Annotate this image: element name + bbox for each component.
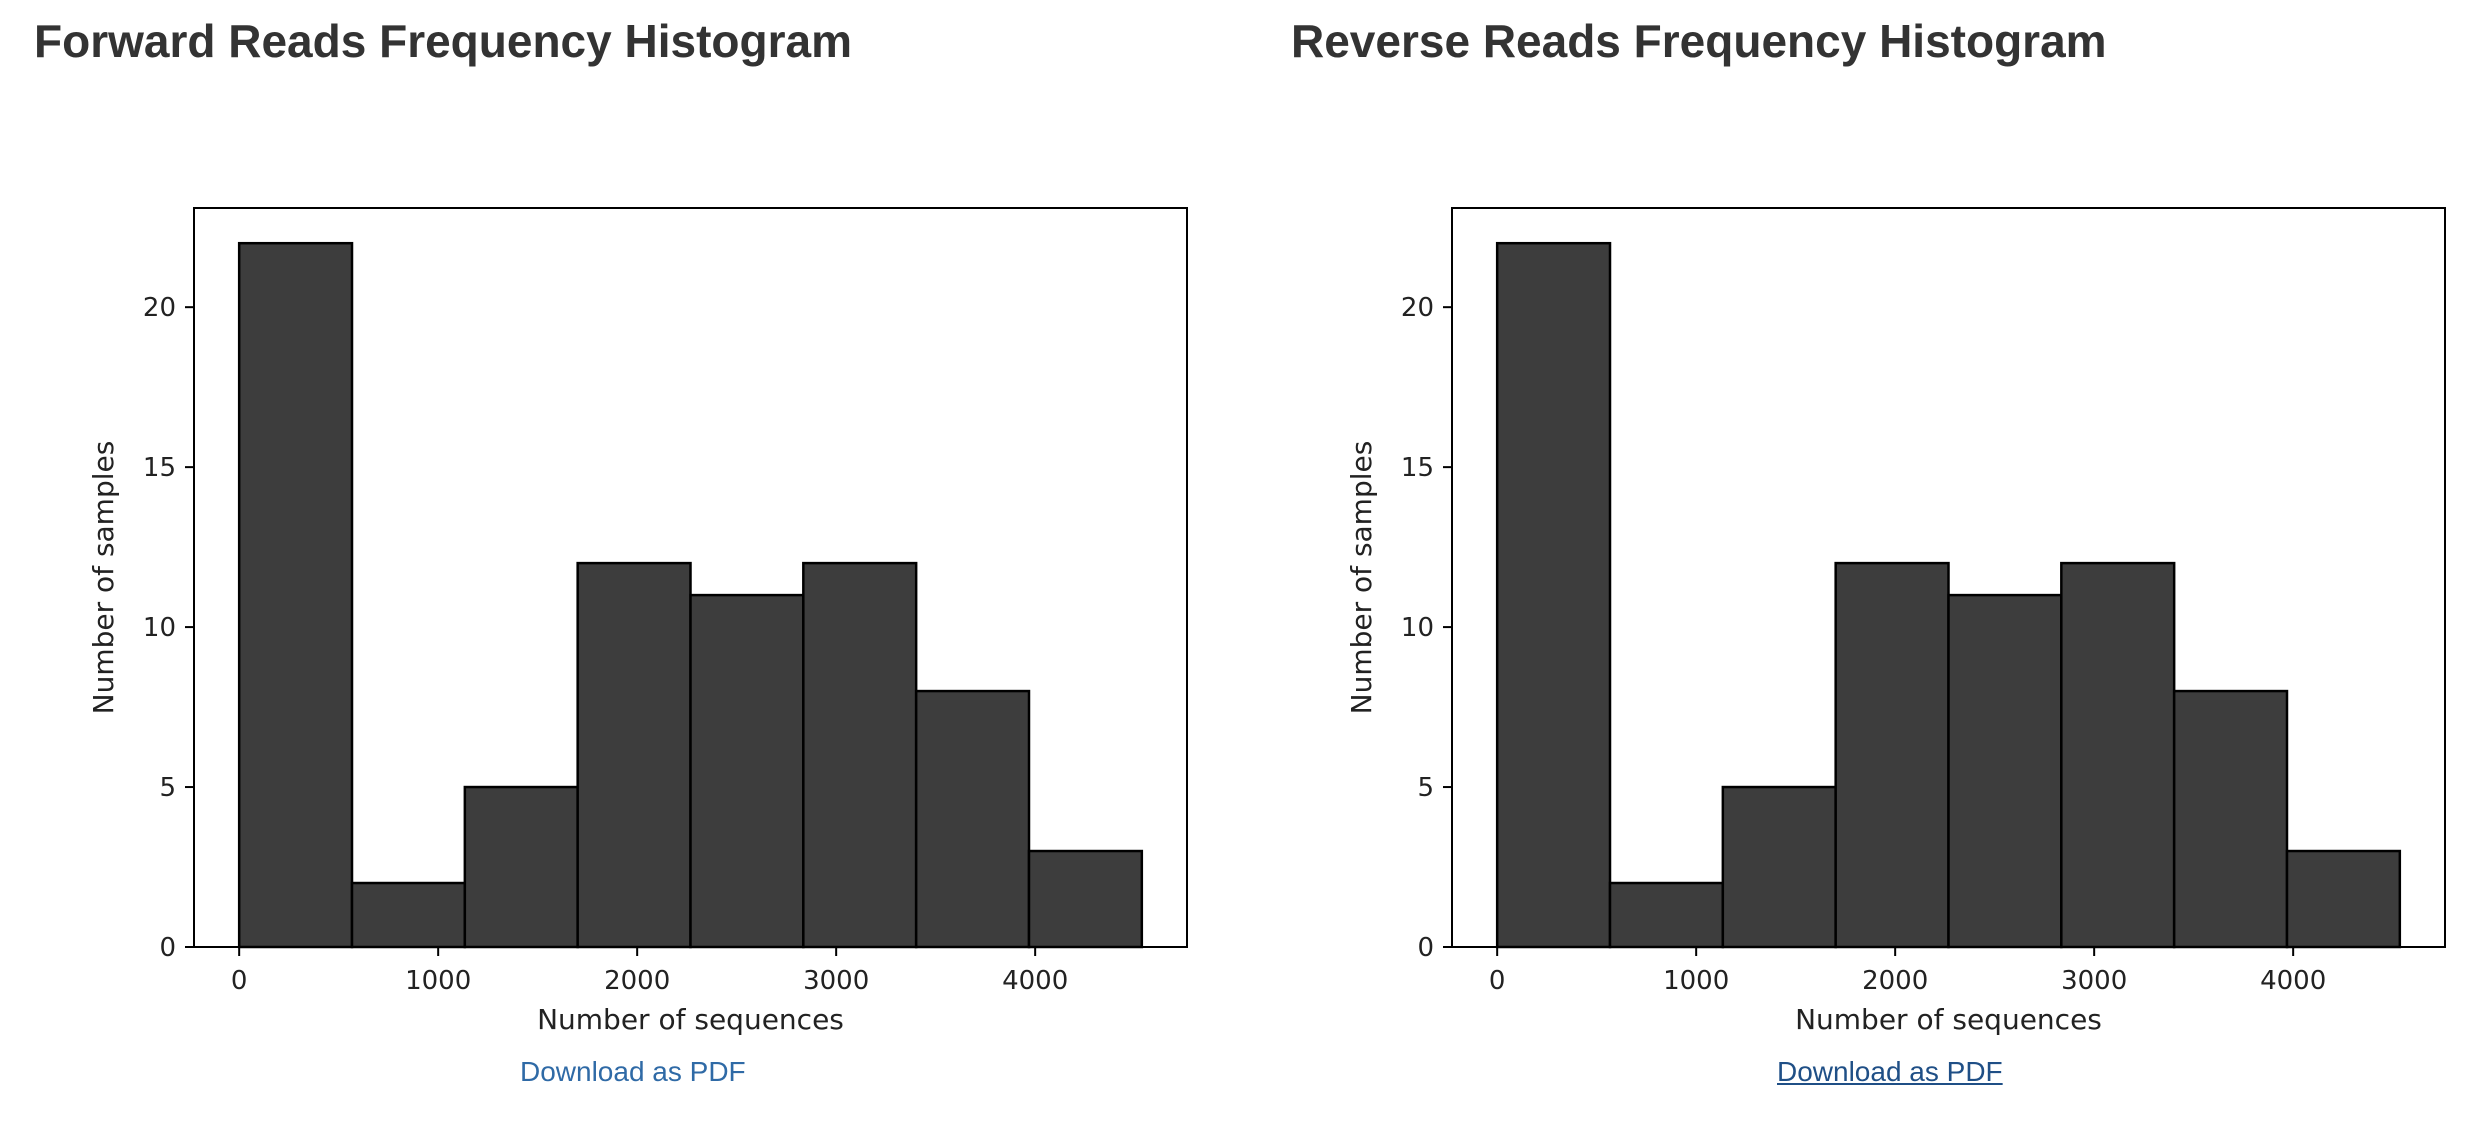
panel-title: Reverse Reads Frequency Histogram [1291, 15, 2107, 67]
plot-frame [193, 207, 1188, 948]
histogram-bar [350, 881, 467, 949]
y-tick-label: 20 [1401, 293, 1434, 323]
download-pdf-link[interactable]: Download as PDF [1777, 1056, 2003, 1087]
histogram-bar [1608, 881, 1725, 949]
x-axis-label: Number of sequences [537, 1003, 844, 1036]
histogram-bar [1947, 593, 2063, 949]
x-tick-label: 1000 [1663, 966, 1729, 996]
forward-reads-panel: Forward Reads Frequency Histogram 0 1000 2… [34, 15, 1188, 1087]
y-tick-label: 10 [1401, 613, 1434, 643]
y-tick-label: 15 [1401, 453, 1434, 483]
plot-frame [1451, 207, 2446, 948]
x-tick-label: 3000 [803, 966, 869, 996]
histogram-bar [237, 241, 354, 949]
x-axis-label: Number of sequences [1795, 1003, 2102, 1036]
histogram-bar [1834, 561, 1950, 949]
y-tick-label: 20 [143, 293, 176, 323]
panel-title: Forward Reads Frequency Histogram [34, 15, 852, 67]
x-tick-label: 2000 [604, 966, 670, 996]
histogram-bar [2285, 849, 2402, 949]
histogram-bar [463, 785, 579, 949]
x-tick-label: 0 [231, 966, 248, 996]
x-tick-label: 0 [1489, 966, 1506, 996]
y-tick-label: 0 [1417, 933, 1434, 963]
histogram-bar [576, 561, 692, 949]
reverse-reads-histogram: 0 1000 2000 3000 4000 0 5 10 15 20 Number of seque… [1345, 207, 2446, 1036]
histogram-bar [2060, 561, 2176, 949]
y-tick-label: 5 [159, 773, 176, 803]
histogram-bar [1495, 241, 1612, 949]
histogram-bar [2172, 689, 2289, 949]
y-tick-label: 5 [1417, 773, 1434, 803]
y-axis-label: Number of samples [1345, 441, 1378, 715]
histogram-bar [1027, 849, 1144, 949]
histogram-bar [1721, 785, 1837, 949]
histogram-bar [802, 561, 918, 949]
x-tick-label: 2000 [1862, 966, 1928, 996]
download-pdf-link[interactable]: Download as PDF [520, 1056, 746, 1087]
y-axis-label: Number of samples [87, 441, 120, 715]
x-tick-label: 3000 [2061, 966, 2127, 996]
forward-reads-histogram: 0 1000 2000 3000 4000 0 5 10 15 20 Number of seque… [87, 207, 1188, 1036]
x-tick-label: 1000 [405, 966, 471, 996]
reverse-reads-panel: Reverse Reads Frequency Histogram 0 1000 2… [1233, 0, 2466, 1138]
y-tick-label: 0 [159, 933, 176, 963]
histogram-bar [689, 593, 805, 949]
x-tick-label: 4000 [2260, 966, 2326, 996]
y-tick-label: 15 [143, 453, 176, 483]
y-tick-label: 10 [143, 613, 176, 643]
histogram-bar [914, 689, 1031, 949]
x-tick-label: 4000 [1002, 966, 1068, 996]
